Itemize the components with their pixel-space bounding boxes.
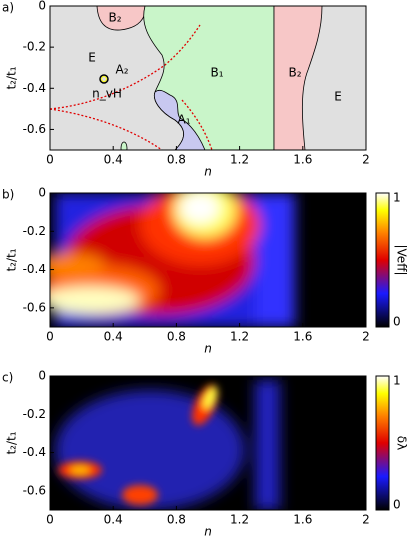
x-tick-label: 1.2: [230, 513, 249, 527]
region-label: A₂: [115, 63, 128, 77]
x-tick-label: 2: [362, 330, 370, 344]
plot-frame: [49, 192, 367, 328]
y-axis-label: t₂/t₁: [5, 66, 19, 89]
colorbar: [375, 375, 390, 511]
x-axis-label: n: [204, 165, 212, 179]
x-tick-label: 0.4: [104, 513, 123, 527]
region-label: A₁: [177, 113, 190, 127]
region-label: B₁: [210, 66, 223, 80]
x-tick-label: 0: [46, 153, 54, 167]
x-tick-label: 0: [46, 513, 54, 527]
y-tick-label: -0.6: [23, 122, 46, 136]
colorbar-tick-label: 1: [393, 374, 401, 388]
region-label: E: [334, 90, 342, 104]
x-tick-label: 0.4: [104, 330, 123, 344]
colorbar-label: δλ: [395, 436, 409, 450]
colorbar-label: |Veff|: [395, 244, 409, 275]
y-tick-label: -0.2: [23, 224, 46, 238]
panel-label: b): [2, 188, 14, 202]
x-tick-label: 0.8: [167, 513, 186, 527]
x-tick-label: 0.4: [104, 153, 123, 167]
y-tick-label: -0.2: [23, 40, 46, 54]
y-axis-label: t₂/t₁: [5, 431, 19, 454]
y-tick-label: 0: [38, 369, 46, 383]
x-axis-label: n: [204, 342, 212, 356]
y-tick-label: -0.2: [23, 407, 46, 421]
y-tick-label: -0.4: [23, 445, 46, 459]
y-tick-label: -0.4: [23, 81, 46, 95]
x-tick-label: 1.6: [293, 513, 312, 527]
panel-label: a): [2, 1, 14, 15]
colorbar-tick-label: 1: [393, 191, 401, 205]
heatmap-b: [50, 193, 366, 327]
plot-frame: [49, 5, 367, 151]
region-label: B₂: [108, 11, 121, 25]
x-tick-label: 2: [362, 153, 370, 167]
x-tick-label: 2: [362, 513, 370, 527]
heatmap-c: [50, 376, 366, 510]
y-axis-label: t₂/t₁: [5, 248, 19, 271]
colorbar: [375, 192, 390, 328]
region-label: n_vH: [92, 87, 122, 101]
x-tick-label: 0.8: [167, 330, 186, 344]
phase-regions: [50, 6, 366, 150]
region-label: E: [88, 51, 96, 65]
x-tick-label: 0: [46, 330, 54, 344]
y-tick-label: 0: [38, 0, 46, 13]
region-label: B₂: [288, 66, 301, 80]
x-tick-label: 0.8: [167, 153, 186, 167]
plot-frame: [49, 375, 367, 511]
x-tick-label: 1.6: [293, 330, 312, 344]
y-tick-label: -0.6: [23, 300, 46, 314]
x-tick-label: 1.2: [230, 153, 249, 167]
y-tick-label: 0: [38, 186, 46, 200]
x-tick-label: 1.2: [230, 330, 249, 344]
x-tick-label: 1.6: [293, 153, 312, 167]
x-axis-label: n: [204, 525, 212, 539]
panel-label: c): [2, 371, 13, 385]
y-tick-label: -0.4: [23, 262, 46, 276]
colorbar-tick-label: 0: [393, 315, 401, 329]
y-tick-label: -0.6: [23, 483, 46, 497]
colorbar-tick-label: 0: [393, 498, 401, 512]
